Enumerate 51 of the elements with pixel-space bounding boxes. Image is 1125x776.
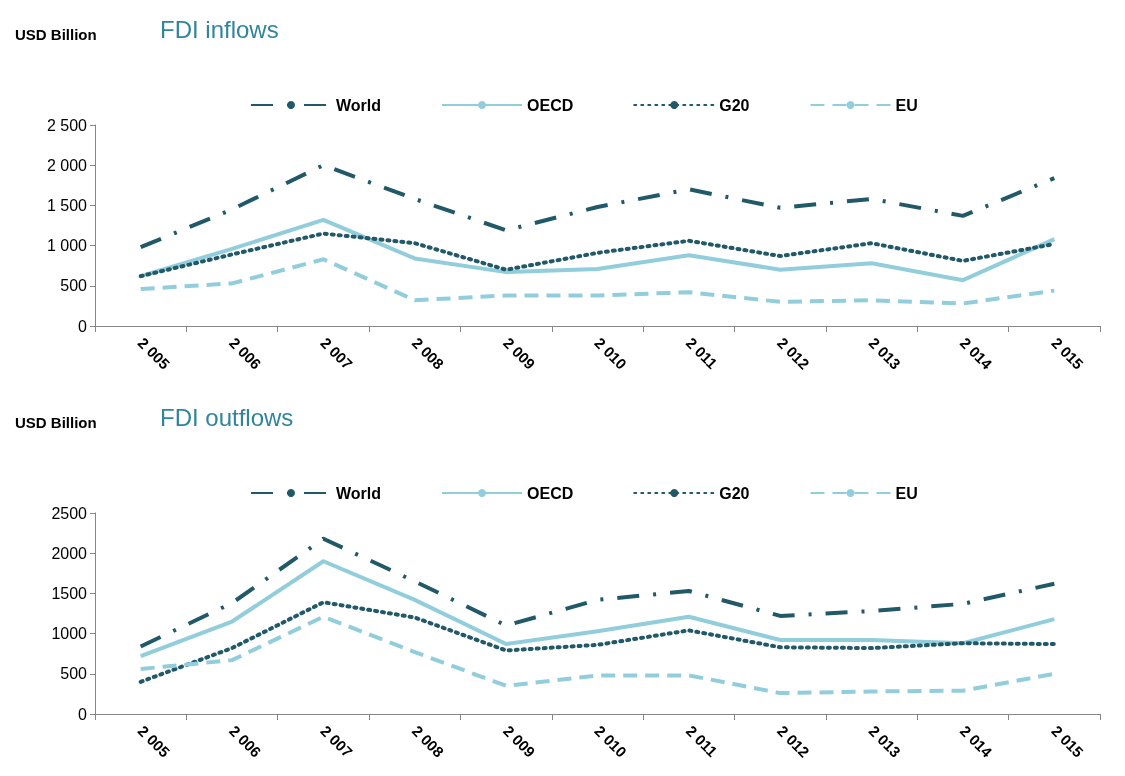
y-tick-label: 500 <box>60 665 88 683</box>
legend-label: World <box>336 96 382 114</box>
x-tick-label: 2 012 <box>774 333 813 373</box>
legend-label: OECD <box>527 484 574 502</box>
x-tick-label: 2 011 <box>682 721 721 760</box>
x-tick-label: 2 015 <box>1048 333 1087 373</box>
x-tick-label: 2 008 <box>408 721 448 761</box>
y-tick-label: 2 000 <box>46 156 88 174</box>
chart-title: FDI inflows <box>160 15 279 43</box>
line-series <box>138 163 1057 250</box>
y-tick-label: 1 500 <box>46 196 88 214</box>
x-tick-label: 2 014 <box>956 721 996 761</box>
y-tick-label: 2000 <box>51 544 88 562</box>
x-tick-label: 2 015 <box>1048 721 1087 761</box>
x-tick-label: 2 013 <box>865 721 905 761</box>
y-tick-label: 0 <box>78 705 88 723</box>
x-tick-label: 2 012 <box>774 721 813 761</box>
y-tick-label: 1500 <box>51 584 88 602</box>
y-tick-label: 500 <box>60 277 88 295</box>
x-tick-label: 2 014 <box>956 333 996 373</box>
legend-label: World <box>336 484 382 502</box>
x-tick-label: 2 009 <box>500 721 539 761</box>
x-tick-label: 2 005 <box>134 721 174 761</box>
x-tick-label: 2 009 <box>500 333 539 373</box>
legend-label: EU <box>895 484 918 502</box>
line-series <box>138 257 1057 306</box>
x-tick-label: 2 007 <box>317 333 356 373</box>
y-axis-title: USD Billion <box>15 26 97 43</box>
x-tick-label: 2 005 <box>134 333 174 373</box>
x-tick-label: 2 011 <box>682 333 721 372</box>
y-tick-label: 2 500 <box>46 116 88 134</box>
x-tick-label: 2 006 <box>226 721 265 761</box>
y-tick-label: 1000 <box>51 625 88 643</box>
line-series <box>138 600 1057 684</box>
legend-label: OECD <box>527 96 574 114</box>
y-tick-label: 2500 <box>51 504 88 522</box>
line-series <box>138 559 1057 659</box>
legend-label: G20 <box>719 96 750 114</box>
x-tick-label: 2 007 <box>317 721 356 761</box>
line-series <box>138 536 1057 649</box>
legend-label: G20 <box>719 484 750 502</box>
y-axis-title: USD Billion <box>15 414 97 431</box>
x-tick-label: 2 010 <box>591 721 631 761</box>
x-tick-label: 2 013 <box>865 333 905 373</box>
x-tick-label: 2 006 <box>226 333 265 373</box>
y-tick-label: 1 000 <box>46 237 88 255</box>
x-tick-label: 2 008 <box>408 333 448 373</box>
legend-label: EU <box>895 96 918 114</box>
x-tick-label: 2 010 <box>591 333 631 373</box>
chart-title: FDI outflows <box>160 403 294 431</box>
y-tick-label: 0 <box>78 317 88 335</box>
